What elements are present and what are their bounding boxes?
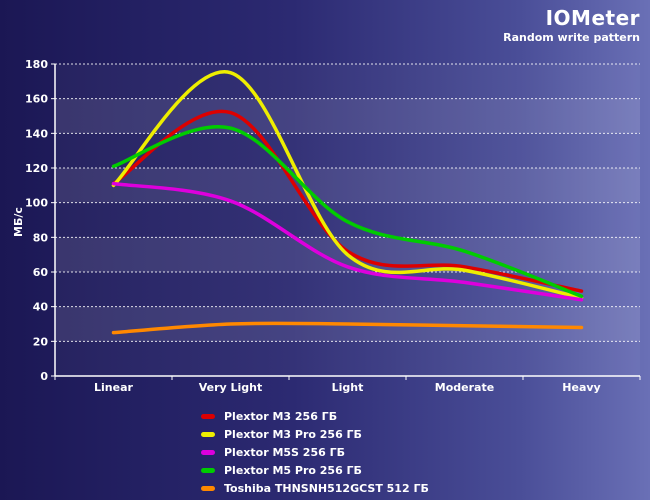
plot-band <box>55 98 640 134</box>
legend-label: Toshiba THNSNH512GCST 512 ГБ <box>224 481 429 495</box>
legend-swatch <box>201 467 215 473</box>
legend-swatch <box>201 485 215 491</box>
chart-subtitle: Random write pattern <box>503 31 640 44</box>
y-tick-label: 180 <box>25 58 48 71</box>
y-tick-label: 60 <box>33 266 49 279</box>
legend-label: Plextor M3 Pro 256 ГБ <box>224 427 362 441</box>
y-tick-label: 160 <box>25 93 48 106</box>
x-tick-label: Very Light <box>199 381 263 394</box>
legend-item: Plextor M5S 256 ГБ <box>201 443 429 461</box>
y-tick-label: 100 <box>25 197 48 210</box>
y-tick-label: 40 <box>33 301 49 314</box>
x-tick-label: Linear <box>94 381 133 394</box>
series-line <box>111 321 584 335</box>
y-axis-label: МБ/с <box>12 207 25 237</box>
y-tick-label: 0 <box>40 370 48 383</box>
legend-swatch <box>201 449 215 455</box>
y-tick-label: 120 <box>25 162 48 175</box>
legend-swatch <box>201 413 215 419</box>
series-line <box>111 125 584 299</box>
series-line <box>111 181 584 302</box>
legend-swatch <box>201 431 215 437</box>
legend: Plextor M3 256 ГБ Plextor M3 Pro 256 ГБ Pl… <box>201 407 429 497</box>
plot-band <box>55 64 640 99</box>
plot-band <box>55 341 640 376</box>
y-tick-label: 80 <box>33 231 49 244</box>
series-line <box>111 70 584 300</box>
legend-item: Toshiba THNSNH512GCST 512 ГБ <box>201 479 429 497</box>
legend-item: Plextor M3 256 ГБ <box>201 407 429 425</box>
x-tick-label: Moderate <box>435 381 494 394</box>
legend-item: Plextor M3 Pro 256 ГБ <box>201 425 429 443</box>
x-tick-label: Heavy <box>562 381 600 394</box>
chart-title: IOMeter <box>545 6 640 30</box>
legend-label: Plextor M5 Pro 256 ГБ <box>224 463 362 477</box>
x-tick-label: Light <box>332 381 364 394</box>
legend-item: Plextor M5 Pro 256 ГБ <box>201 461 429 479</box>
legend-label: Plextor M3 256 ГБ <box>224 409 338 423</box>
y-tick-label: 20 <box>33 335 49 348</box>
legend-label: Plextor M5S 256 ГБ <box>224 445 345 459</box>
y-tick-label: 140 <box>25 127 48 140</box>
